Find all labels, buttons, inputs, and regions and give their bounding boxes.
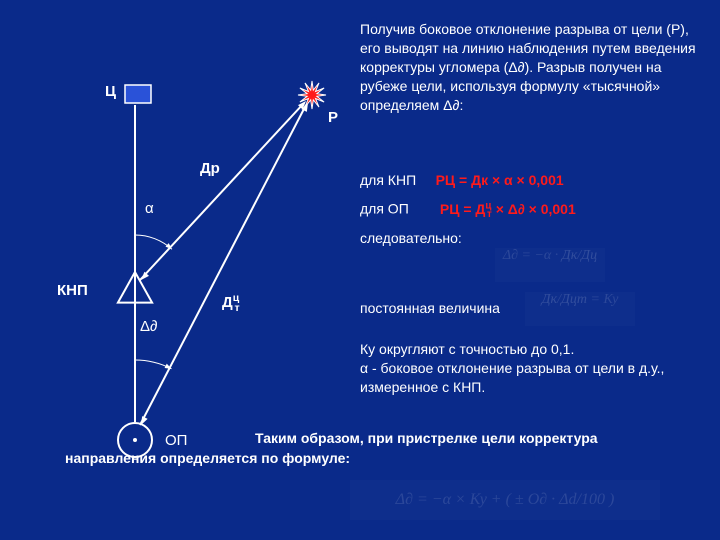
knp-prefix: для КНП	[360, 172, 416, 188]
label-dct: Дцт	[222, 292, 240, 314]
bottom-line-1: Таким образом, при пристрелке цели корре…	[255, 430, 598, 446]
label-op: ОП	[165, 432, 187, 449]
op-line: для ОП РЦ = Дцт × Δ∂ × 0,001	[360, 200, 576, 220]
constant-text: постоянная величина	[360, 300, 500, 316]
op-prefix: для ОП	[360, 201, 409, 217]
formula-image-1: Δ∂ = −α · Дк/Дц	[495, 248, 605, 282]
knp-line: для КНП РЦ = Дк × α × 0,001	[360, 172, 564, 188]
slide-root: Ц Р КНП ОП Др Дцт α Δ∂ Получив боковое о…	[0, 0, 720, 540]
ku-paragraph: Ку округляют с точностью до 0,1. α - бок…	[360, 340, 700, 397]
label-delta-d: Δ∂	[140, 318, 157, 335]
intro-text: Получив боковое отклонение разрыва от це…	[360, 21, 696, 113]
label-knp: КНП	[57, 282, 88, 299]
label-alpha: α	[145, 200, 154, 217]
knp-formula: РЦ = Дк × α × 0,001	[436, 172, 564, 188]
intro-paragraph: Получив боковое отклонение разрыва от це…	[360, 20, 700, 114]
formula-image-2: Дк/Дцт = Ку	[525, 292, 635, 326]
label-burst-p: Р	[328, 109, 338, 126]
therefore-text: следовательно:	[360, 230, 462, 246]
label-target-c: Ц	[105, 83, 116, 100]
label-dr: Др	[200, 160, 220, 177]
bottom-line-2: направления определяется по формуле:	[65, 450, 350, 466]
formula-image-3: Δ∂ = −α × Ку + ( ± О∂ · Δd/100 )	[350, 480, 660, 520]
op-formula: РЦ = Дцт × Δ∂ × 0,001	[440, 201, 576, 217]
